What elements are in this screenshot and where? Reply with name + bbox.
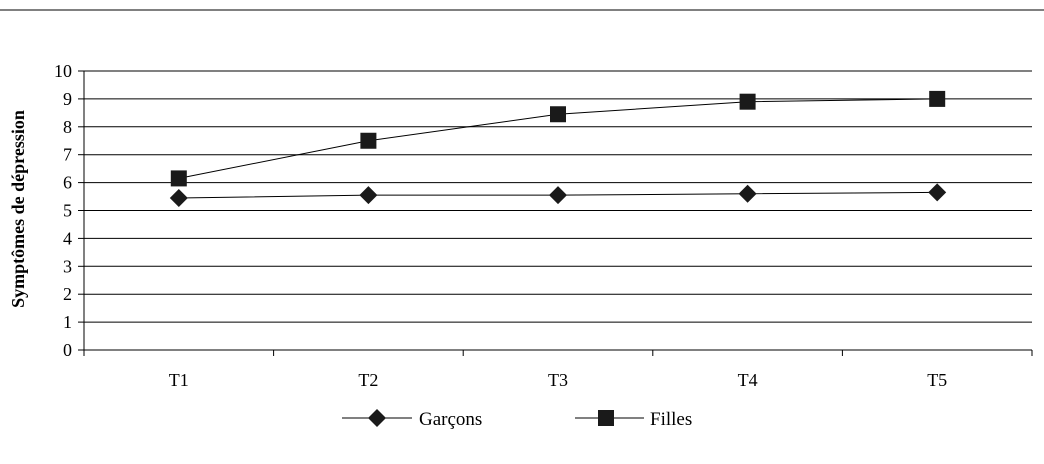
y-tick-label: 6 — [63, 173, 72, 193]
y-tick-label: 2 — [63, 284, 72, 304]
garcons-point — [549, 186, 567, 205]
legend-marker-garcons — [368, 409, 386, 427]
y-tick-label: 10 — [54, 61, 72, 81]
y-tick-label: 8 — [63, 117, 72, 137]
legend-marker-filles — [598, 410, 614, 426]
garcons-point — [738, 184, 757, 203]
x-tick-label: T3 — [548, 370, 568, 390]
y-tick-label: 9 — [63, 89, 72, 109]
garcons-point — [928, 183, 947, 202]
filles-point — [360, 132, 377, 149]
legend-label-filles: Filles — [650, 409, 692, 430]
x-tick-label: T1 — [169, 370, 189, 390]
axes: 0 1 2 3 4 5 6 7 8 9 10 T1 T2 T3 T4 T5 — [54, 61, 1033, 390]
series — [169, 90, 947, 207]
x-tick-label: T4 — [738, 370, 758, 390]
y-tick-label: 1 — [63, 312, 72, 332]
garcons-point — [359, 186, 378, 205]
y-tick-label: 5 — [63, 201, 72, 221]
y-tick-label: 4 — [63, 228, 72, 248]
y-axis-title: Symptômes de dépression — [8, 110, 28, 308]
x-tick-label: T5 — [927, 370, 947, 390]
legend: Garçons Filles — [342, 409, 692, 430]
filles-point — [929, 90, 946, 107]
legend-label-garcons: Garçons — [419, 409, 482, 430]
filles-point — [739, 93, 756, 110]
filles-point — [550, 106, 566, 123]
garcons-point — [169, 188, 188, 207]
x-tick-label: T2 — [358, 370, 378, 390]
y-tick-label: 3 — [63, 256, 72, 276]
y-tick-label: 7 — [63, 145, 72, 165]
gridlines — [84, 70, 1032, 323]
filles-point — [170, 170, 187, 187]
y-tick-label: 0 — [63, 340, 72, 360]
